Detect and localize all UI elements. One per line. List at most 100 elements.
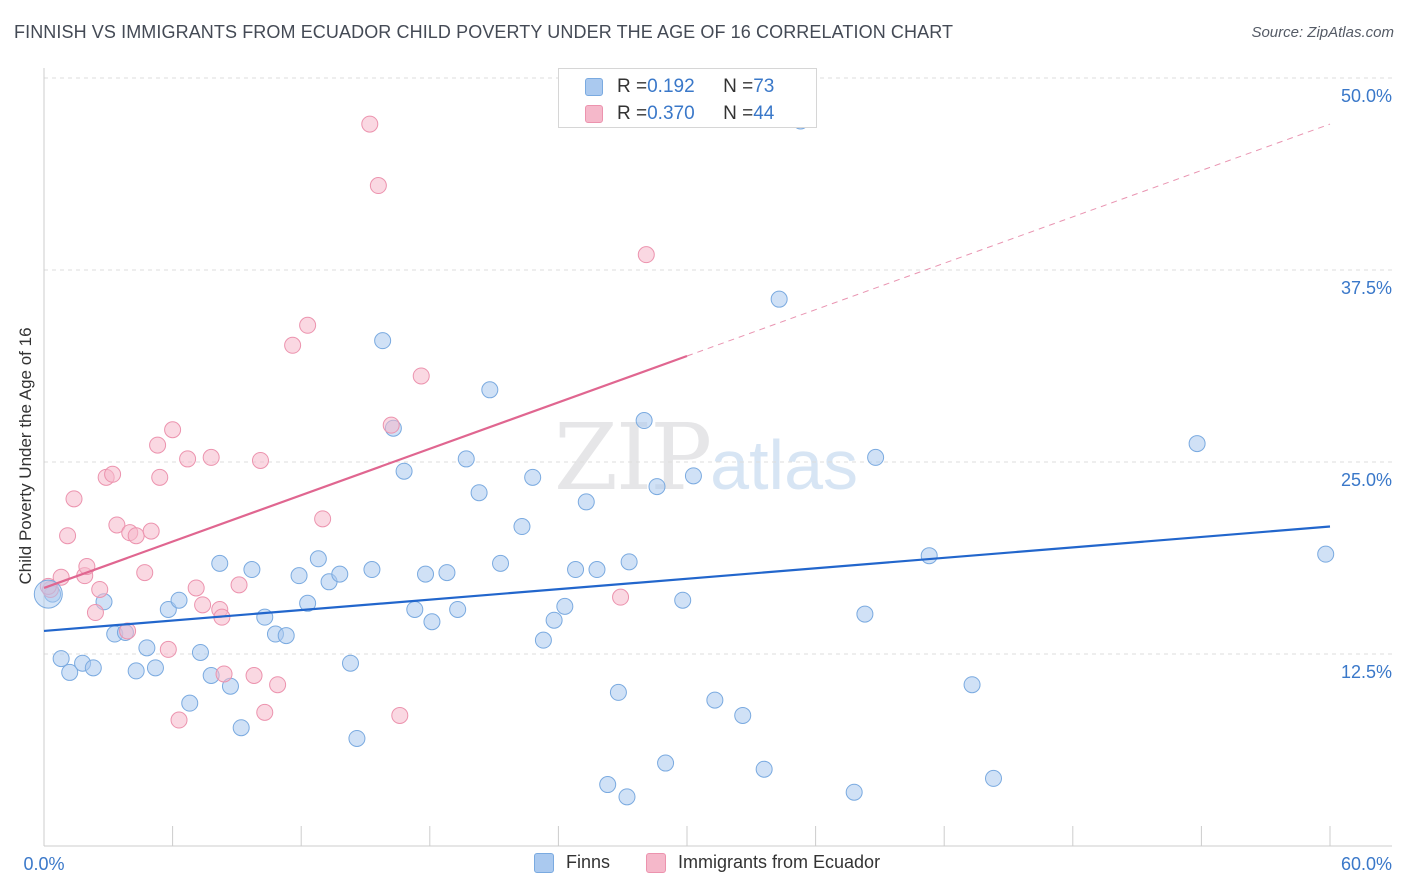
finns-point (556, 597, 574, 615)
ecuador-swatch (646, 852, 666, 873)
finns-point (567, 561, 585, 579)
finns-point (588, 561, 606, 579)
finns-point (470, 484, 488, 502)
y-tick-label: 50.0% (1341, 86, 1392, 106)
ecuador-point (108, 516, 126, 534)
finns-point (609, 683, 627, 701)
ecuador-point (91, 580, 109, 598)
finns-point (331, 565, 349, 583)
ecuador-point (164, 421, 182, 439)
finns-point (449, 600, 467, 618)
ecuador-point (136, 564, 154, 582)
finns-point (127, 662, 145, 680)
finns-point (299, 594, 317, 612)
ecuador-point (361, 115, 379, 133)
finns-point (481, 381, 499, 399)
r-value: 0.370 (647, 103, 695, 124)
ecuador-trend-line (43, 354, 688, 589)
ecuador-point (314, 510, 332, 528)
ecuador-point (230, 576, 248, 594)
legend-row-finns: R = 0.192 N = 73 (585, 76, 774, 98)
finns-point (374, 332, 392, 350)
ecuador-point (179, 450, 197, 468)
finns-point-cluster (33, 579, 63, 609)
finns-point (348, 729, 366, 747)
y-tick-label: 37.5% (1341, 278, 1392, 298)
finns-point (1188, 435, 1206, 453)
ecuador-point (369, 177, 387, 195)
finns-point (534, 631, 552, 649)
finns-point (457, 450, 475, 468)
finns-trend-line (43, 525, 1331, 633)
finns-point (920, 547, 938, 565)
finns-point (191, 643, 209, 661)
ecuador-point (104, 465, 122, 483)
finns-point (309, 550, 327, 568)
ecuador-point (637, 246, 655, 264)
finns-point (635, 412, 653, 430)
finns-point (417, 565, 435, 583)
finns-legend-label: Finns (566, 852, 611, 872)
ecuador-point (299, 316, 317, 334)
y-tick-label: 25.0% (1341, 470, 1392, 490)
ecuador-point (202, 448, 220, 466)
bottom-legend-finns: Finns (534, 852, 610, 873)
finns-point (84, 659, 102, 677)
ecuador-point (127, 527, 145, 545)
finns-point (438, 564, 456, 582)
finns-point (513, 518, 531, 536)
finns-point (599, 776, 617, 794)
ecuador-point (269, 676, 287, 694)
finns-point (755, 760, 773, 778)
ecuador-point (119, 622, 137, 640)
legend-row-ecuador: R = 0.370 N = 44 (585, 103, 774, 125)
n-label: N = (723, 76, 754, 97)
ecuador-point (382, 416, 400, 434)
finns-point (52, 650, 70, 668)
finns-point (170, 591, 188, 609)
ecuador-point (412, 367, 430, 385)
r-label: R = (617, 103, 648, 124)
bottom-legend-ecuador: Immigrants from Ecuador (646, 852, 880, 873)
finns-point (181, 694, 199, 712)
ecuador-point (159, 640, 177, 658)
ecuador-point (149, 436, 167, 454)
finns-point (963, 676, 981, 694)
stats-legend: R = 0.192 N = 73 R = 0.370 N = 44 (558, 68, 817, 128)
finns-point (620, 553, 638, 571)
n-value: 44 (753, 103, 775, 124)
r-label: R = (617, 76, 648, 97)
ecuador-point (391, 706, 409, 724)
finns-swatch (534, 852, 554, 873)
finns-point (867, 448, 885, 466)
finns-point (363, 561, 381, 579)
ecuador-point (65, 490, 83, 508)
ecuador-legend-label: Immigrants from Ecuador (678, 852, 881, 872)
finns-point (770, 290, 788, 308)
ecuador-point (142, 522, 160, 540)
finns-point (684, 467, 702, 485)
ecuador-point (215, 665, 233, 683)
finns-point (577, 493, 595, 511)
finns-point (159, 600, 177, 618)
n-label: N = (723, 103, 754, 124)
finns-point (423, 613, 441, 631)
ecuador-trend-extension (686, 123, 1331, 357)
finns-point (138, 639, 156, 657)
finns-point (211, 554, 229, 572)
finns-point (1317, 545, 1335, 563)
finns-point (524, 468, 542, 486)
ecuador-point (187, 579, 205, 597)
finns-point (657, 754, 675, 772)
ecuador-point (284, 336, 302, 354)
r-value: 0.192 (647, 76, 695, 97)
ecuador-point (151, 468, 169, 486)
finns-point (856, 605, 874, 623)
ecuador-swatch (585, 105, 603, 123)
finns-point (406, 600, 424, 618)
finns-point (290, 567, 308, 585)
finns-point (545, 611, 563, 629)
source-label: Source: ZipAtlas.com (1251, 24, 1394, 41)
finns-point (618, 788, 636, 806)
